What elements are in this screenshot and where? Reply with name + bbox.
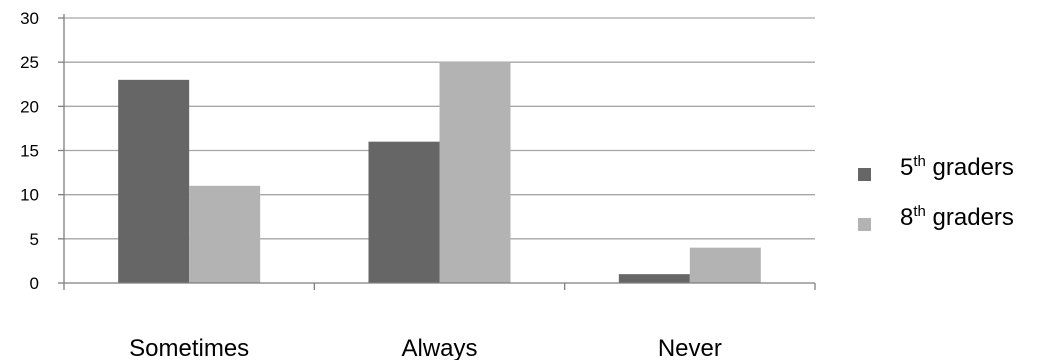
- y-tick-label-5: 5: [30, 230, 39, 249]
- legend-swatch-5th-graders: [858, 168, 871, 181]
- x-category-label-always: Always: [401, 335, 477, 360]
- bar-always-5th-graders: [368, 141, 440, 283]
- y-tick-label-30: 30: [20, 9, 39, 28]
- y-tick-label-15: 15: [20, 142, 39, 161]
- legend-label-8th-graders: 8th graders: [900, 203, 1014, 231]
- bar-sometimes-5th-graders: [118, 79, 190, 283]
- bar-never-5th-graders: [618, 274, 690, 283]
- bar-never-8th-graders: [689, 247, 761, 283]
- x-category-label-never: Never: [658, 335, 722, 360]
- legend-label-5th-graders: 5th graders: [900, 153, 1014, 181]
- y-tick-label-10: 10: [20, 186, 39, 205]
- bar-always-8th-graders: [439, 62, 511, 283]
- y-tick-label-25: 25: [20, 53, 39, 72]
- bar-sometimes-8th-graders: [189, 185, 261, 283]
- legend-swatch-8th-graders: [858, 218, 871, 231]
- y-tick-label-20: 20: [20, 97, 39, 116]
- y-tick-label-0: 0: [30, 274, 39, 293]
- x-category-label-sometimes: Sometimes: [129, 335, 249, 360]
